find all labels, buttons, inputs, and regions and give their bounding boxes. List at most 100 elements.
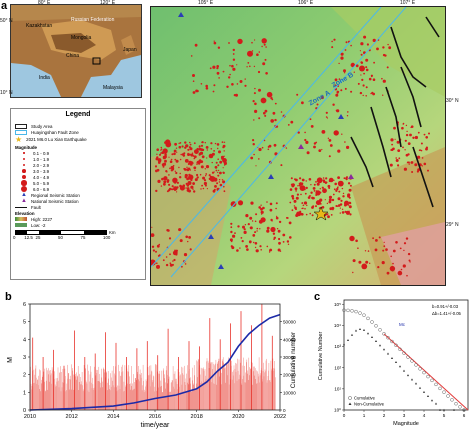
quake-point [156, 244, 160, 248]
quake-point [254, 246, 257, 249]
quake-point [335, 189, 338, 192]
cumulative-point [342, 308, 346, 312]
quake-point [239, 247, 241, 249]
quake-point [345, 177, 348, 181]
quake-point [179, 176, 182, 179]
quake-point [160, 149, 162, 151]
cumulative-point [422, 370, 426, 375]
quake-point [319, 191, 322, 194]
legend-fault-zone: Huayingshan Fault Zone [31, 129, 79, 135]
quake-point [169, 262, 172, 264]
quake-point [254, 102, 257, 106]
quake-point [370, 92, 372, 95]
quake-point [192, 188, 194, 190]
quake-point [223, 155, 225, 157]
quake-point [151, 226, 153, 228]
y-tick-label: 4 [23, 337, 26, 343]
scale-ticks: 0 12.5 25 50 75 100 [13, 235, 110, 241]
quake-point [226, 85, 229, 89]
legend-low: Low: -2 [31, 222, 46, 228]
quake-point [337, 180, 344, 187]
cumulative-point [414, 363, 418, 367]
quake-point [196, 176, 199, 179]
quake-point [179, 239, 183, 243]
quake-point [218, 181, 221, 183]
quake-point [199, 173, 202, 176]
quake-point [391, 148, 394, 151]
quake-point [347, 182, 351, 185]
quake-point [251, 50, 254, 52]
quake-point [151, 245, 155, 248]
quake-point [404, 139, 407, 142]
quake-point [325, 177, 328, 180]
quake-point [172, 260, 174, 262]
quake-point [263, 111, 266, 115]
national-station-triangle-icon [298, 144, 304, 149]
quake-point [328, 155, 331, 158]
quake-point [323, 180, 326, 184]
quake-point [223, 190, 226, 193]
quake-point [382, 46, 385, 49]
quake-point [216, 67, 219, 70]
quake-point [160, 152, 162, 154]
quake-point [328, 200, 332, 204]
quake-point [397, 164, 400, 167]
quake-point [169, 167, 171, 170]
quake-point [260, 97, 267, 104]
quake-point [287, 124, 290, 126]
cumulative-point [450, 398, 454, 402]
quake-point [185, 144, 187, 147]
quake-point [186, 187, 190, 190]
quake-point [176, 191, 178, 193]
station-triangle-icon [218, 264, 224, 269]
noncumulative-point [430, 399, 434, 402]
quake-point [300, 193, 302, 196]
quake-point [349, 235, 355, 242]
magnitude-label: 1.0 - 1.9 [32, 156, 50, 162]
quake-point [192, 80, 195, 82]
quake-point [188, 189, 191, 193]
quake-point [184, 141, 187, 144]
map-lat-29: 29° N [446, 222, 459, 228]
quake-point [395, 241, 398, 244]
quake-point [304, 138, 307, 142]
quake-point [335, 109, 338, 112]
quake-point [362, 94, 364, 97]
quake-point [293, 205, 296, 207]
quake-point [169, 253, 171, 256]
magnitude-bars [29, 304, 276, 410]
quake-point [259, 245, 262, 248]
quake-point [217, 46, 221, 49]
quake-point [315, 194, 318, 196]
quake-point [332, 103, 335, 106]
x-tick-label: 5 [443, 413, 446, 418]
quake-point [191, 152, 194, 154]
quake-point [260, 207, 263, 211]
noncumulative-point [358, 327, 362, 330]
quake-point [280, 111, 283, 113]
inset-lon-120: 120° E [100, 0, 116, 6]
quake-point [201, 155, 205, 159]
magnitude-list: 0.1 - 0.9 1.0 - 1.9 2.0 - 2.9 3.0 - 3.9 4.0 … [15, 150, 141, 193]
quake-point [163, 182, 166, 186]
quake-point [170, 165, 174, 170]
quake-point [400, 268, 403, 271]
quake-point [173, 180, 177, 184]
quake-point [250, 201, 254, 205]
quake-point [241, 201, 243, 203]
quake-point [232, 48, 235, 52]
quake-point [222, 146, 225, 149]
quake-point [251, 220, 254, 222]
quake-point [349, 184, 352, 187]
quake-point [313, 145, 316, 149]
scale-tick-label: 0 [13, 235, 16, 240]
quake-point [331, 46, 334, 49]
quake-point [151, 233, 155, 237]
y-tick-label: 1 [23, 390, 26, 396]
quake-point [264, 114, 267, 117]
quake-point [324, 199, 326, 201]
quake-point [185, 235, 188, 239]
quake-point [246, 248, 249, 251]
quake-point [313, 142, 317, 145]
quake-point [382, 94, 384, 96]
